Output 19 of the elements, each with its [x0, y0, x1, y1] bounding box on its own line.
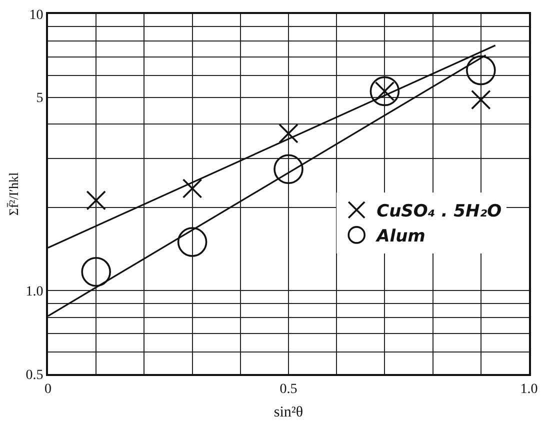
x-tick-label: 1.0: [520, 382, 538, 397]
point: [86, 190, 106, 210]
x-tick-label: 0.5: [280, 382, 298, 397]
point: [182, 178, 202, 198]
point: [466, 55, 496, 86]
y-tick-label: 5: [36, 91, 44, 106]
y-tick-label: 1.0: [26, 284, 44, 300]
legend-label: Alum: [374, 226, 426, 247]
y-tick-label: 10: [29, 8, 44, 23]
point: [471, 90, 491, 110]
x-axis-title: sin²θ: [274, 404, 304, 420]
point: [177, 227, 208, 257]
y-tick-label: 0.5: [26, 368, 44, 383]
point: [278, 124, 298, 144]
point: [274, 154, 304, 184]
point: [81, 256, 111, 287]
x-tick-label: 0: [44, 382, 52, 397]
legend-label: CuSO₄ . 5H₂O: [376, 201, 502, 222]
y-axis-title: Σf̄²/I′hkl: [6, 172, 22, 216]
